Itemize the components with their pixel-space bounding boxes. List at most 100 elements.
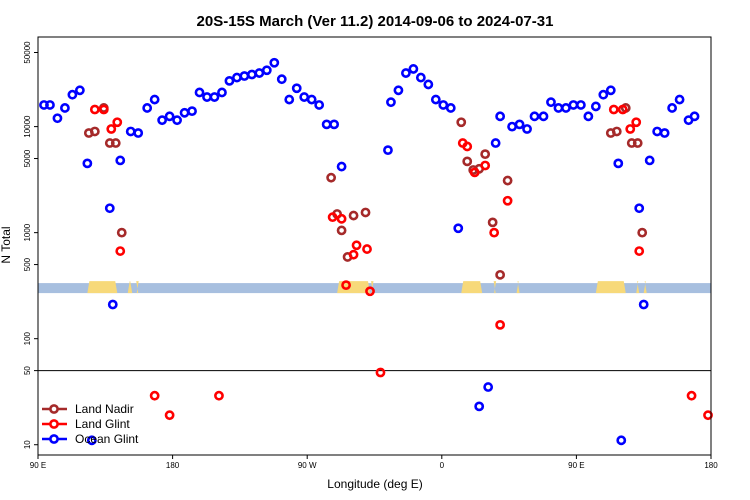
land-glint-point [348, 249, 359, 260]
x-tick-label: 180 [166, 461, 180, 470]
ocean-glint-point [224, 75, 235, 86]
ocean-glint-point [590, 101, 601, 112]
land-glint-point [365, 286, 375, 297]
ocean-glint-point [157, 115, 168, 126]
land-segment [643, 281, 647, 294]
ocean-glint-point [321, 119, 332, 130]
land-glint-point [480, 160, 491, 171]
x-tick-label: 90 E [30, 461, 46, 470]
land-glint-point [469, 167, 480, 178]
ocean-glint-point [269, 57, 280, 68]
land-nadir-point [110, 138, 121, 148]
y-tick-label: 10000 [23, 115, 32, 138]
legend-land-nadir-marker [49, 404, 59, 414]
y-axis-label: N Total [0, 226, 13, 263]
ocean-glint-point [232, 72, 242, 83]
ocean-glint-point [613, 158, 624, 169]
land-segment [595, 281, 626, 294]
land-segment [493, 281, 497, 294]
legend-land-glint-label: Land Glint [75, 417, 130, 431]
ocean-glint-point [246, 69, 257, 80]
ocean-glint-point [522, 124, 532, 134]
y-tick-label: 10 [23, 440, 32, 449]
data-points [39, 57, 713, 446]
ocean-glint-point [149, 94, 160, 105]
ocean-glint-point [86, 435, 97, 446]
ocean-glint-point [284, 94, 295, 105]
land-nadir-point [89, 126, 100, 137]
land-glint-point [89, 104, 100, 115]
ocean-glint-point [45, 100, 55, 110]
ocean-glint-point [546, 97, 556, 108]
land-glint-point [634, 246, 645, 256]
ocean-glint-point [616, 435, 627, 446]
ocean-glint-point [538, 111, 549, 122]
ocean-glint-point [659, 128, 670, 138]
land-glint-point [351, 240, 362, 251]
chart-title: 20S-15S March (Ver 11.2) 2014-09-06 to 2… [197, 13, 554, 30]
ocean-glint-point [261, 65, 272, 76]
land-glint-point [336, 213, 347, 224]
land-nadir-point [495, 269, 506, 280]
y-tick-label: 50000 [23, 41, 32, 64]
land-glint-point [164, 410, 175, 421]
land-glint-point [631, 117, 642, 128]
ocean-glint-point [453, 223, 464, 234]
ocean-glint-point [583, 111, 594, 122]
plot-frame [37, 36, 712, 456]
ocean-glint-point [209, 92, 220, 102]
land-nadir-point [611, 126, 622, 137]
ocean-glint-point [393, 85, 404, 96]
land-glint-point [327, 212, 338, 223]
ocean-glint-point [52, 113, 63, 124]
land-glint-point [362, 244, 372, 254]
ocean-glint-point [107, 299, 118, 310]
ocean-glint-point [60, 103, 70, 113]
ocean-glint-point [276, 74, 287, 85]
land-glint-point [608, 104, 619, 115]
ocean-glint-point [133, 128, 144, 138]
land-nadir-point [336, 225, 347, 236]
ocean-glint-point [408, 64, 419, 74]
ocean-glint-point [575, 100, 586, 110]
ocean-glint-point [674, 94, 685, 105]
land-segment [127, 281, 133, 294]
ocean-glint-point [634, 203, 645, 214]
ocean-glint-point [115, 155, 126, 166]
y-tick-label: 100 [23, 331, 32, 345]
land-nadir-point [637, 227, 648, 238]
land-segment [636, 281, 640, 294]
ocean-glint-point [553, 103, 564, 113]
ocean-glint-point [383, 145, 393, 156]
land-nadir-point [462, 156, 473, 167]
land-segment [516, 281, 520, 294]
land-glint-point [375, 367, 386, 378]
y-tick-label: 5000 [23, 149, 32, 167]
x-tick-label: 90 E [568, 461, 584, 470]
legend-land-nadir-label: Land Nadir [75, 402, 134, 416]
ocean-glint-point [644, 155, 655, 166]
ocean-glint-point [652, 126, 663, 137]
ocean-glint-point [445, 103, 456, 113]
land-nadir-point [487, 217, 498, 228]
land-segment [461, 281, 483, 294]
ocean-glint-point [495, 111, 506, 122]
ocean-glint-point [415, 72, 426, 83]
y-tick-label: 50 [23, 366, 32, 375]
ocean-glint-point [142, 103, 153, 113]
ocean-glint-point [598, 89, 609, 100]
ocean-glint-point [605, 85, 616, 96]
ocean-glint-point [299, 92, 310, 102]
ocean-glint-point [386, 97, 396, 108]
land-glint-point [115, 246, 126, 256]
land-segment [136, 281, 139, 294]
legend-ocean-glint-marker [49, 434, 59, 444]
land-glint-point [489, 227, 500, 238]
land-nadir-point [116, 227, 127, 238]
land-glint-point [495, 319, 506, 330]
land-nadir-point [480, 149, 491, 160]
land-glint-point [149, 390, 160, 401]
ocean-glint-point [82, 158, 93, 169]
ocean-glint-point [239, 71, 250, 81]
